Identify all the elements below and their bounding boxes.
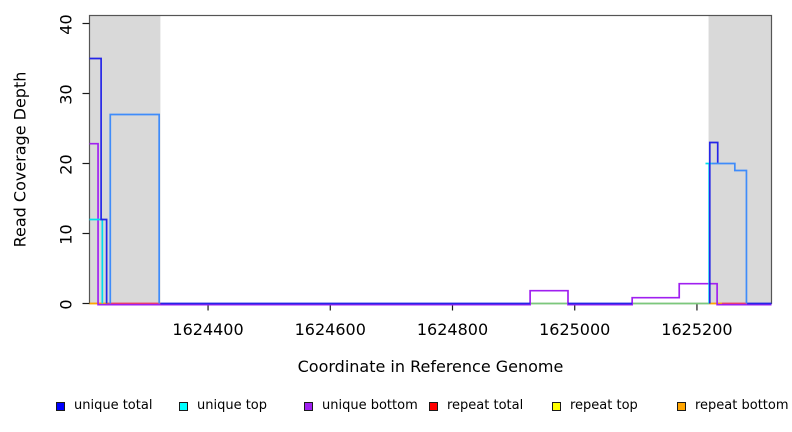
legend-label: repeat top bbox=[570, 398, 638, 413]
legend-item: repeat bottom bbox=[677, 398, 789, 414]
legend-swatch-icon bbox=[179, 401, 188, 411]
legend-item: unique bottom bbox=[304, 398, 418, 414]
y-tick-label: 40 bbox=[56, 13, 76, 35]
legend-label: repeat total bbox=[447, 398, 524, 413]
right-gray-band bbox=[708, 15, 772, 304]
legend-swatch-icon bbox=[677, 401, 686, 411]
x-axis-title: Coordinate in Reference Genome bbox=[297, 357, 564, 376]
series-unique-total bbox=[89, 57, 108, 304]
legend-item: unique total bbox=[56, 398, 152, 414]
y-tick-label: 0 bbox=[56, 298, 76, 310]
x-tick-label: 1625000 bbox=[539, 320, 611, 339]
legend-item: repeat top bbox=[552, 398, 638, 414]
legend-swatch-icon bbox=[304, 401, 313, 411]
series-unique-total-top-strand-dominant- bbox=[711, 162, 748, 304]
y-tick-label: 30 bbox=[56, 83, 76, 105]
legend-item: unique top bbox=[179, 398, 267, 414]
y-tick-label: 20 bbox=[56, 153, 76, 175]
legend-label: unique top bbox=[197, 398, 268, 413]
legend-swatch-icon bbox=[552, 401, 561, 411]
x-tick-label: 1625200 bbox=[661, 320, 733, 339]
legend-label: unique total bbox=[74, 398, 153, 413]
y-tick-label: 10 bbox=[56, 223, 76, 245]
series-unique-total-top-strand-dominant- bbox=[109, 113, 161, 304]
x-tick-label: 1624400 bbox=[172, 320, 244, 339]
legend-swatch-icon bbox=[429, 401, 438, 411]
plot-border bbox=[88, 14, 773, 305]
legend-swatch-icon bbox=[56, 401, 65, 411]
y-axis-title: Read Coverage Depth bbox=[10, 71, 30, 248]
series-unique-total bbox=[708, 141, 719, 304]
x-tick-label: 1624800 bbox=[416, 320, 489, 339]
series-unique-bottom bbox=[89, 142, 772, 306]
legend-item: repeat total bbox=[429, 398, 523, 414]
legend-label: repeat bottom bbox=[695, 398, 789, 413]
legend-label: unique bottom bbox=[322, 398, 418, 413]
x-tick-label: 1624600 bbox=[294, 320, 366, 339]
